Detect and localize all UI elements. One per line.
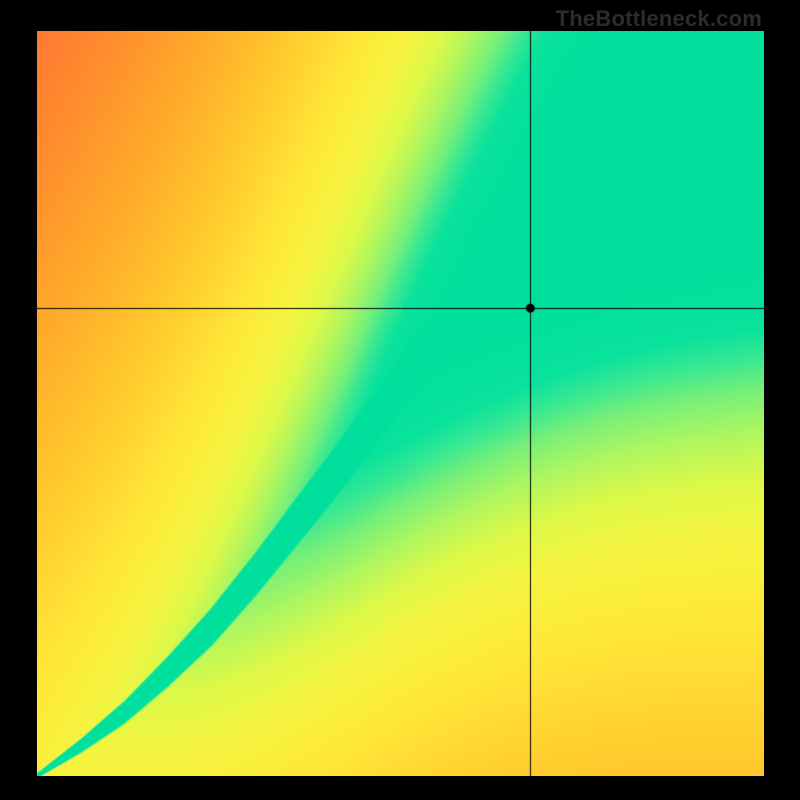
- watermark-text: TheBottleneck.com: [556, 6, 762, 32]
- crosshair-overlay-canvas: [37, 31, 764, 776]
- chart-root: TheBottleneck.com: [0, 0, 800, 800]
